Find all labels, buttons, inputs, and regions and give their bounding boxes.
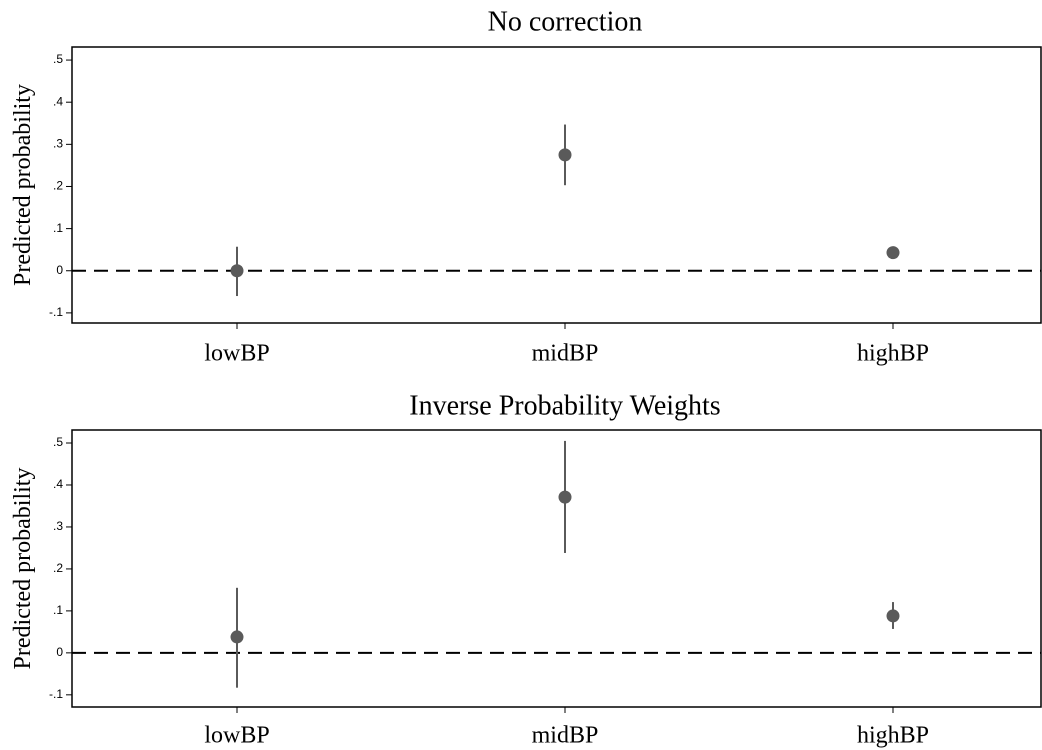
chart-title: No correction (488, 6, 643, 37)
y-tick-label: .3 (53, 519, 63, 533)
x-tick-label: lowBP (204, 341, 269, 367)
y-tick-label: 0 (56, 645, 63, 659)
x-tick-label: midBP (532, 723, 599, 749)
y-tick-label: .3 (53, 137, 63, 151)
x-tick-label: lowBP (204, 723, 269, 749)
y-tick-label: 0 (56, 263, 63, 277)
y-tick-label: .5 (53, 52, 63, 66)
plot-frame (71, 429, 1042, 708)
x-tick-label: highBP (857, 341, 929, 367)
x-tick-label: midBP (532, 341, 599, 367)
point (230, 630, 244, 644)
y-tick-label: .5 (53, 435, 63, 449)
y-tick-label: -.1 (49, 687, 63, 701)
y-tick-label: .2 (53, 561, 63, 575)
plot-frame (71, 46, 1042, 324)
point (558, 148, 572, 162)
y-tick-label: .1 (53, 221, 63, 235)
y-tick-label: .1 (53, 603, 63, 617)
y-tick-label: .4 (53, 94, 63, 108)
y-axis-label: Predicted probability (10, 84, 36, 286)
y-tick-label: .4 (53, 477, 63, 491)
y-tick-label: -.1 (49, 305, 63, 319)
chart-title: Inverse Probability Weights (409, 390, 720, 421)
x-tick-label: highBP (857, 723, 929, 749)
point (886, 609, 900, 623)
point (558, 490, 572, 504)
point (886, 246, 900, 260)
point (230, 264, 244, 278)
y-tick-label: .2 (53, 179, 63, 193)
y-axis-label: Predicted probability (10, 468, 36, 670)
